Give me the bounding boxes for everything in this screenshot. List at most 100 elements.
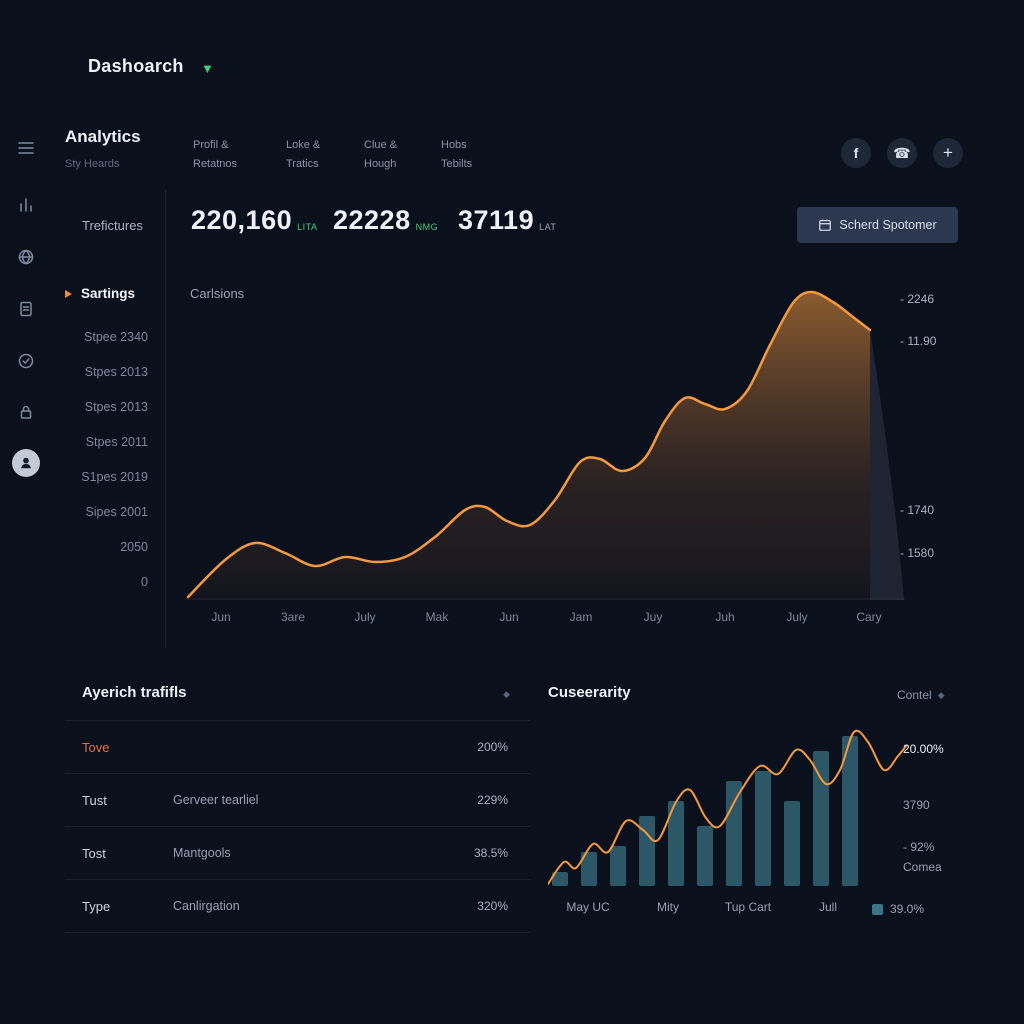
row-desc: Mantgools [173, 846, 231, 860]
panel-title-customer: Cuseerarity [548, 684, 631, 701]
stat-value: 22228 [333, 205, 411, 235]
list-item[interactable]: Stpee 2340 [84, 330, 148, 344]
table-row[interactable]: Tove 200% [65, 721, 530, 774]
main-chart-area [188, 291, 870, 600]
facebook-icon[interactable]: f [841, 138, 871, 168]
x-axis-labels: Jun 3are July Mak Jun Jam Juy Juh July C… [185, 610, 905, 624]
table-row[interactable]: Tost Mantgools 38.5% [65, 827, 530, 880]
sort-diamond-icon[interactable]: ◆ [503, 689, 510, 699]
list-item[interactable]: Stpes 2013 [84, 400, 148, 414]
lock-icon[interactable] [16, 402, 38, 424]
nav-label: Retatnos [193, 157, 238, 170]
customer-x-labels: May UC Mity Tup Cart Jull [548, 900, 868, 914]
x-axis-label: 3are [280, 610, 306, 624]
stat-block: 220,160 LITA [191, 205, 317, 236]
customer-line [548, 729, 907, 885]
x-axis-label: Jun [499, 610, 519, 624]
nav-column-hobs[interactable]: Hobs Tebilts [441, 136, 472, 173]
main-chart-line [186, 290, 872, 599]
nav-label: Tratics [286, 157, 319, 170]
panel-title-traffic: Ayerich trafifls [82, 684, 187, 701]
nav-label: Profil & [193, 139, 229, 151]
plus-icon[interactable]: + [933, 138, 963, 168]
stat-block: 37119 LAT [458, 205, 556, 236]
phone-icon[interactable]: ☎ [887, 138, 917, 168]
main-area-chart [185, 290, 905, 600]
user-icon[interactable] [12, 449, 40, 477]
customer-bars [552, 736, 858, 886]
nav-column-clue[interactable]: Clue & Hough [364, 136, 397, 173]
row-value: 229% [477, 793, 508, 807]
y-axis-label: - 1740 [900, 503, 935, 517]
row-value: 320% [477, 899, 508, 913]
x-axis-label: Jull [818, 900, 837, 914]
sidebar-item-sartings[interactable]: Sartings [65, 286, 135, 301]
bar-chart-icon[interactable] [16, 195, 38, 217]
section-title: Analytics [65, 127, 141, 146]
row-desc: Gerveer tearliel [173, 793, 259, 807]
x-axis-label: Mity [657, 900, 679, 914]
stat-block: 22228 NMG [333, 205, 438, 236]
traffic-table: Tove 200% Tust Gerveer tearliel 229% Tos… [65, 721, 530, 933]
series-header: Trefictures [82, 218, 143, 233]
x-axis-label: Juh [715, 610, 735, 624]
active-arrow-icon [65, 289, 72, 298]
table-row[interactable]: Tust Gerveer tearliel 229% [65, 774, 530, 827]
filter-dropdown[interactable]: Contel ◆ [897, 688, 945, 702]
x-axis-label: Mak [425, 610, 449, 624]
check-circle-icon[interactable] [16, 351, 38, 373]
y-axis-label: - 2246 [900, 292, 935, 306]
nav-column-loke[interactable]: Loke & Tratics [286, 136, 320, 173]
globe-icon[interactable] [16, 247, 38, 269]
nav-label: Loke & [286, 139, 321, 151]
nav-label: Clue & [364, 139, 398, 151]
x-axis-label: July [354, 610, 376, 624]
customer-bar-chart [548, 729, 907, 886]
button-label: Scherd Spotomer [839, 218, 937, 232]
legend-swatch [872, 903, 883, 915]
list-item[interactable]: Stpes 2013 [84, 365, 148, 379]
list-item[interactable]: Sipes 2001 [85, 505, 148, 519]
active-item-label: Sartings [81, 286, 136, 301]
chevron-down-icon[interactable]: ▼ [201, 61, 214, 76]
stat-unit: LITA [297, 222, 318, 232]
calendar-icon [819, 219, 832, 231]
right-label: 20.00% [903, 742, 944, 756]
row-name: Type [82, 898, 111, 914]
table-row[interactable]: Type Canlirgation 320% [65, 880, 530, 933]
x-axis-label: May UC [566, 900, 610, 914]
page-title: Dashoarch [88, 56, 184, 76]
stat-value: 220,160 [191, 205, 293, 235]
vertical-divider [165, 190, 166, 648]
row-desc: Canlirgation [173, 899, 240, 913]
schedule-button[interactable]: Scherd Spotomer [797, 207, 958, 243]
right-label: - 92% [903, 840, 935, 854]
y-axis-label: - 11.90 [900, 334, 937, 348]
row-name: Tost [82, 845, 106, 861]
list-item[interactable]: 0 [141, 575, 148, 589]
right-label: Comea [903, 860, 942, 874]
list-item[interactable]: Stpes 2011 [85, 435, 148, 449]
main-chart-gray-wedge [870, 330, 904, 600]
x-axis-label: Tup Cart [724, 900, 772, 914]
section-subtitle: Sty Heards [65, 158, 120, 170]
x-axis-label: Cary [856, 610, 882, 624]
stat-value: 37119 [458, 205, 535, 235]
stat-unit: LAT [539, 222, 557, 232]
y-axis-label: - 1580 [900, 546, 935, 560]
legend-value: 39.0% [890, 902, 925, 916]
series-list: Stpee 2340 Stpes 2013 Stpes 2013 Stpes 2… [60, 330, 148, 610]
nav-label: Hough [364, 157, 397, 170]
filter-label: Contel [897, 688, 932, 702]
divider [65, 720, 530, 721]
list-item[interactable]: 2050 [120, 540, 148, 554]
x-axis-label: Jun [211, 610, 231, 624]
nav-column-profil[interactable]: Profil & Retatnos [193, 136, 237, 173]
row-name: Tove [82, 739, 110, 755]
document-icon[interactable] [16, 299, 38, 321]
list-item[interactable]: S1pes 2019 [81, 470, 148, 484]
x-axis-label: Juy [643, 610, 663, 624]
menu-icon[interactable] [16, 138, 38, 160]
row-value: 200% [477, 740, 508, 754]
